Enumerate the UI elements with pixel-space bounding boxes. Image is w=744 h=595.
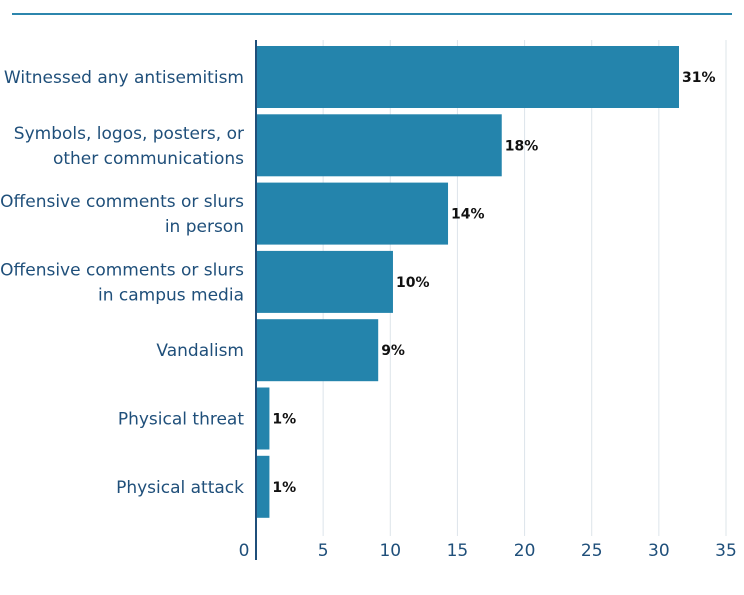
bars: [256, 46, 679, 518]
bar: [256, 319, 379, 382]
x-axis-ticks: 0 5 10 15 20 25 30 35: [239, 541, 737, 561]
x-tick-label: 15: [447, 541, 469, 561]
category-label: Offensive comments or slurs in person: [0, 192, 244, 237]
category-label-line: Offensive comments or slurs: [0, 192, 244, 212]
bar: [256, 250, 393, 313]
category-label: Offensive comments or slurs in campus med…: [0, 260, 244, 305]
bar: [256, 114, 502, 177]
data-label: 18%: [505, 138, 539, 154]
category-label-line: in campus media: [98, 285, 244, 305]
category-label-line: Offensive comments or slurs: [0, 260, 244, 280]
data-label: 1%: [272, 412, 296, 428]
x-tick-label: 25: [581, 541, 603, 561]
data-labels: 31% 18% 14% 10% 9% 1% 1%: [272, 70, 715, 496]
category-label-line: other communications: [53, 149, 244, 169]
bar: [256, 455, 270, 518]
category-label-line: Vandalism: [156, 341, 244, 361]
category-label: Physical attack: [116, 478, 244, 498]
category-label-line: in person: [165, 217, 244, 237]
x-tick-label: 0: [239, 541, 250, 561]
data-label: 9%: [381, 343, 405, 359]
x-tick-label: 20: [514, 541, 536, 561]
bar: [256, 387, 270, 450]
category-label: Physical threat: [118, 410, 244, 430]
data-label: 1%: [272, 480, 296, 496]
category-label-line: Physical attack: [116, 478, 244, 498]
category-label-line: Witnessed any antisemitism: [4, 68, 244, 88]
category-label: Symbols, logos, posters, or other communi…: [14, 124, 244, 169]
category-label-line: Physical threat: [118, 410, 244, 430]
category-label: Vandalism: [156, 341, 244, 361]
x-tick-label: 5: [318, 541, 329, 561]
category-labels: Witnessed any antisemitism Symbols, logos…: [0, 68, 244, 498]
data-label: 31%: [682, 70, 716, 86]
x-tick-label: 10: [379, 541, 401, 561]
x-tick-label: 35: [715, 541, 737, 561]
category-label: Witnessed any antisemitism: [4, 68, 244, 88]
data-label: 14%: [451, 207, 485, 223]
data-label: 10%: [396, 275, 430, 291]
bar: [256, 182, 449, 245]
x-tick-label: 30: [648, 541, 670, 561]
bar: [256, 46, 679, 108]
category-label-line: Symbols, logos, posters, or: [14, 124, 244, 144]
top-rule: [12, 13, 732, 15]
